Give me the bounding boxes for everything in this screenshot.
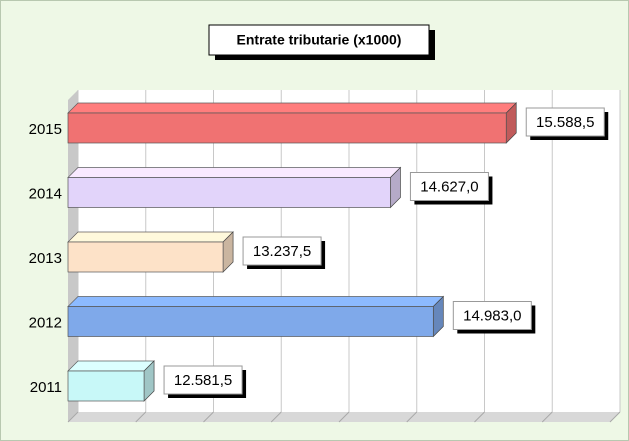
plot: 2015 15.588,5 2014 14.627,0 2013 13.237,5 2012… — [29, 90, 621, 423]
value-label: 14.983,0 — [463, 307, 521, 324]
grid-floor-line — [474, 411, 485, 423]
grid-floor-line — [406, 411, 418, 423]
bar — [67, 241, 224, 273]
bar — [67, 177, 391, 208]
value-label: 15.588,5 — [536, 114, 594, 131]
bar-top — [67, 296, 445, 307]
y-tick-label: 2015 — [29, 121, 62, 138]
title-box — [208, 24, 430, 56]
y-tick-label: 2013 — [29, 250, 62, 267]
bar — [67, 370, 145, 402]
y-tick-label: 2011 — [30, 379, 62, 396]
value-label: 12.581,5 — [174, 372, 232, 389]
y-tick-label: 2014 — [29, 185, 62, 202]
grid-floor-line — [609, 411, 621, 423]
chart-title: Entrate tributarie (x1000) — [237, 32, 402, 48]
grid-floor-line — [338, 411, 350, 423]
value-label-box — [163, 365, 243, 395]
value-label-box — [242, 236, 322, 266]
y-tick-label: 2012 — [29, 314, 62, 331]
grid-floor-line — [270, 411, 282, 423]
grid-floor-line — [541, 411, 553, 423]
bar — [67, 306, 434, 337]
value-label-box — [452, 301, 532, 330]
value-label: 13.237,5 — [253, 243, 311, 260]
bar-top — [67, 360, 155, 372]
value-label-box — [525, 107, 605, 137]
grid-floor-line — [203, 411, 214, 423]
value-label: 14.627,0 — [420, 178, 478, 195]
bar — [67, 112, 507, 144]
value-label-box — [409, 172, 489, 201]
grid-floor-line — [135, 411, 147, 423]
bar-top — [67, 102, 518, 114]
bar-top — [67, 167, 402, 178]
bar-top — [67, 231, 234, 243]
grid-floor-line — [67, 411, 79, 423]
